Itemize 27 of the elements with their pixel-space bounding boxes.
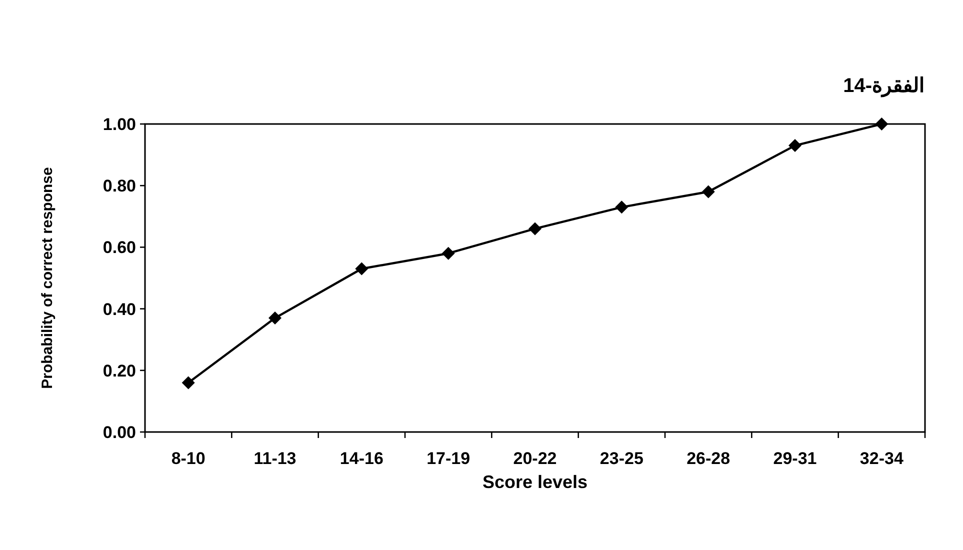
- point: [442, 246, 455, 260]
- x-tick-label: 17-19: [426, 449, 470, 468]
- point: [528, 222, 542, 236]
- x-tick-label: 8-10: [171, 449, 206, 468]
- y-tick-label: 0.60: [102, 238, 136, 258]
- x-tick-label: 29-31: [773, 449, 817, 468]
- y-tick-label: 0.00: [102, 423, 136, 442]
- y-tick-label: 0.40: [102, 300, 136, 319]
- x-tick-label: 32-34: [860, 449, 904, 468]
- point: [355, 262, 368, 276]
- x-tick-label: 26-28: [686, 449, 730, 468]
- point: [875, 118, 888, 130]
- chart-title: الفقرة-14: [843, 75, 925, 98]
- x-tick-label: 20-22: [513, 449, 557, 468]
- point: [182, 376, 195, 390]
- point: [788, 139, 802, 152]
- point: [615, 200, 628, 214]
- x-tick-label: 11-13: [254, 449, 296, 468]
- x-tick-label: 23-25: [600, 449, 644, 468]
- y-tick-label: 0.20: [102, 361, 136, 380]
- x-tick-label: 14-16: [340, 449, 384, 468]
- x-axis-title: Score levels: [482, 472, 588, 492]
- y-tick-label: 1.00: [102, 115, 136, 134]
- point: [268, 312, 282, 325]
- point: [702, 185, 715, 198]
- y-axis-title: Probability of correct response: [39, 167, 56, 389]
- y-tick-label: 0.80: [102, 176, 136, 196]
